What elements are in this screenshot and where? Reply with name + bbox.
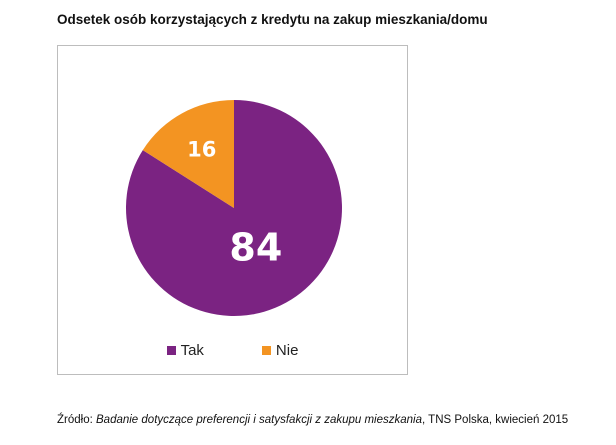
- chart-area: 84 16 Tak Nie: [57, 45, 408, 375]
- legend-label-nie: Nie: [275, 342, 299, 359]
- data-label-tak: 84: [229, 226, 282, 270]
- data-label-nie: 16: [187, 137, 216, 161]
- legend-item-tak: Tak: [166, 342, 204, 359]
- legend: Tak Nie: [58, 342, 407, 359]
- chart-title: Odsetek osób korzystających z kredytu na…: [57, 12, 488, 27]
- pie-chart: 84 16: [125, 100, 342, 316]
- legend-item-nie: Nie: [261, 342, 299, 359]
- source-study: Badanie dotyczące preferencji i satysfak…: [96, 414, 422, 426]
- source-note: Źródło: Badanie dotyczące preferencji i …: [57, 414, 612, 426]
- pie-slice-nie: [142, 100, 234, 208]
- legend-swatch-nie: [261, 346, 271, 355]
- legend-label-tak: Tak: [180, 342, 204, 359]
- source-prefix: Źródło:: [57, 414, 96, 426]
- source-suffix: , TNS Polska, kwiecień 2015: [422, 414, 569, 426]
- legend-swatch-tak: [166, 346, 176, 355]
